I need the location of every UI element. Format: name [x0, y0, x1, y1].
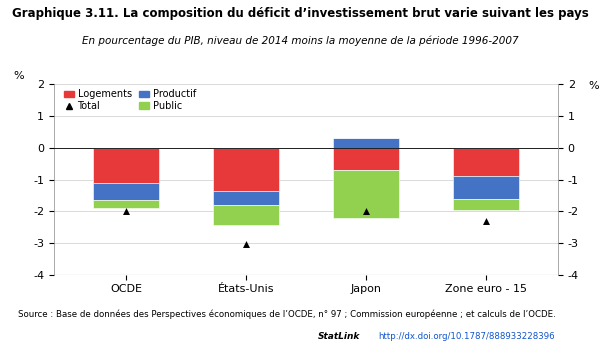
Point: [481, 218, 491, 224]
Bar: [213, 191, 279, 205]
Text: StatLink: StatLink: [318, 332, 361, 341]
Y-axis label: %: %: [588, 81, 599, 91]
Bar: [213, 148, 279, 191]
Y-axis label: %: %: [13, 71, 24, 81]
Text: http://dx.doi.org/10.1787/888933228396: http://dx.doi.org/10.1787/888933228396: [378, 332, 554, 341]
Legend: Logements, Total, Productif, Public: Logements, Total, Productif, Public: [64, 89, 196, 111]
Bar: [453, 199, 519, 210]
Point: [241, 241, 251, 247]
Bar: [333, 148, 399, 170]
Bar: [213, 205, 279, 226]
Bar: [453, 148, 519, 176]
Text: En pourcentage du PIB, niveau de 2014 moins la moyenne de la période 1996-2007: En pourcentage du PIB, niveau de 2014 mo…: [82, 35, 518, 46]
Text: Graphique 3.11. La composition du déficit d’investissement brut varie suivant le: Graphique 3.11. La composition du défici…: [11, 7, 589, 20]
Point: [361, 208, 371, 214]
Bar: [93, 200, 159, 208]
Bar: [453, 176, 519, 199]
Bar: [333, 170, 399, 218]
Bar: [93, 183, 159, 200]
Bar: [333, 138, 399, 148]
Bar: [93, 148, 159, 183]
Text: Source : Base de données des Perspectives économiques de l’OCDE, n° 97 ; Commiss: Source : Base de données des Perspective…: [18, 310, 556, 319]
Point: [121, 208, 131, 214]
